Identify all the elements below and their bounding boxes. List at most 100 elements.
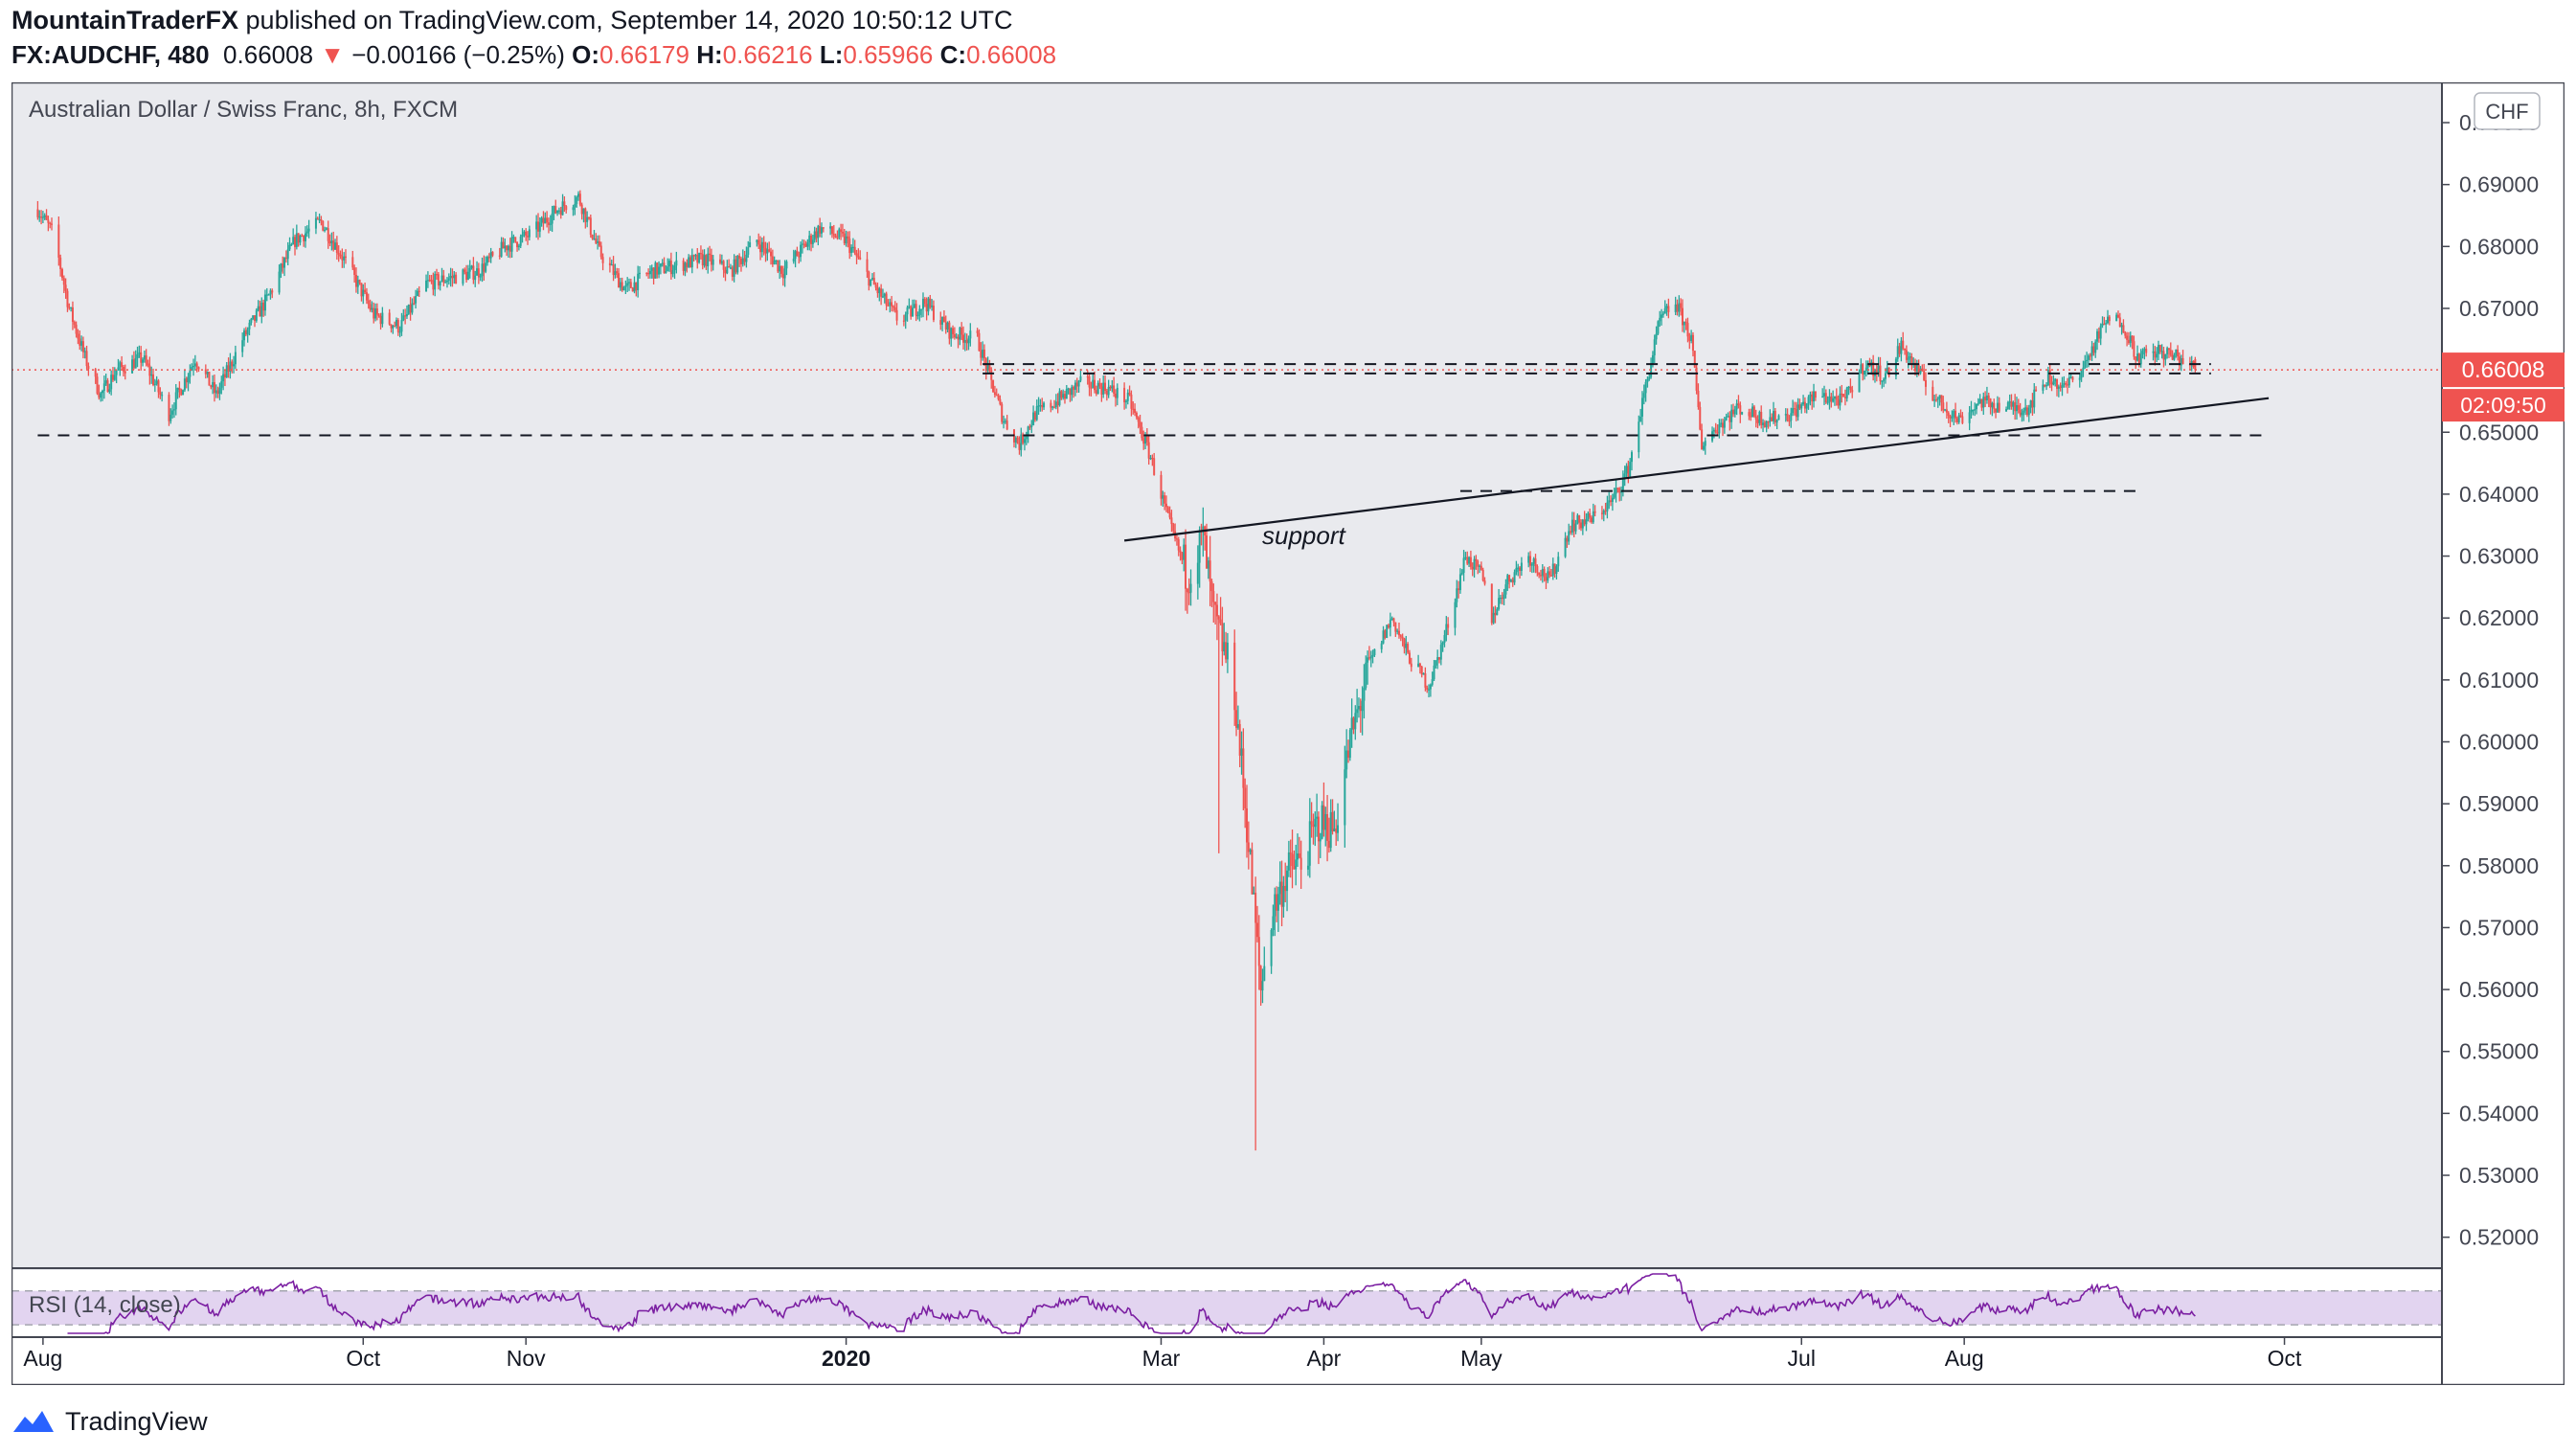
candle-body: [1955, 410, 1957, 419]
candle-body: [920, 308, 923, 310]
candle-body: [229, 361, 232, 372]
price-tick-label: 0.68000: [2459, 234, 2539, 259]
candle-body: [720, 261, 723, 263]
chart-frame[interactable]: 0.700000.690000.680000.670000.660000.650…: [11, 81, 2565, 1386]
candle-body: [912, 307, 915, 317]
candle-body: [43, 215, 46, 217]
candle-body: [1287, 852, 1290, 871]
candle-body: [2052, 381, 2055, 385]
candle-body: [1098, 382, 1101, 387]
candle-body: [2065, 382, 2068, 385]
time-tick-label: Jul: [1788, 1346, 1816, 1371]
candle-body: [608, 262, 611, 265]
candle-body: [798, 256, 801, 258]
candle-body: [51, 223, 54, 225]
candle-body: [848, 239, 851, 254]
candle-body: [986, 363, 989, 372]
last-price: 0.66008: [223, 40, 314, 69]
candle-body: [2162, 351, 2165, 360]
candle-body: [1830, 396, 1833, 402]
candle-body: [1771, 417, 1774, 421]
candle-body: [925, 304, 928, 312]
candle-body: [559, 210, 562, 216]
candle-body: [483, 263, 486, 272]
candle-body: [1985, 395, 1988, 400]
candle-body: [1297, 853, 1299, 860]
candle-body: [1344, 769, 1346, 826]
candle-body: [1274, 894, 1277, 917]
candle-body: [1984, 397, 1987, 400]
candle-body: [1090, 387, 1093, 389]
candle-body: [1390, 618, 1393, 621]
candle-body: [2015, 405, 2018, 412]
currency-badge[interactable]: CHF: [2474, 92, 2541, 130]
candle-body: [1547, 571, 1549, 581]
candle-body: [290, 243, 293, 246]
price-tick-label: 0.54000: [2459, 1101, 2539, 1125]
rsi-pane[interactable]: [11, 1273, 2442, 1334]
candle-body: [1949, 416, 1952, 419]
candle-body: [1722, 422, 1725, 428]
candle-body: [465, 271, 468, 281]
candle-body: [2090, 346, 2093, 356]
candle-body: [1039, 404, 1042, 407]
candle-body: [1702, 445, 1705, 450]
tradingview-logo-icon: [13, 1411, 54, 1432]
candle-body: [1534, 558, 1537, 567]
candle-body: [667, 266, 669, 272]
candle-body: [760, 241, 763, 253]
candle-body: [514, 237, 517, 242]
candle-body: [1499, 597, 1502, 600]
candle-body: [1401, 636, 1404, 639]
candle-body: [561, 201, 564, 216]
candle-body: [1754, 416, 1757, 420]
candle-body: [477, 268, 480, 278]
candle-body: [1247, 842, 1250, 852]
candle-body: [1151, 457, 1154, 460]
candle-body: [1492, 612, 1495, 624]
candle-body: [360, 283, 363, 297]
candle-body: [283, 258, 286, 268]
candle-body: [1187, 592, 1190, 594]
footer-brand[interactable]: TradingView: [65, 1406, 208, 1436]
candle-body: [1056, 401, 1059, 406]
candle-body: [1357, 706, 1360, 710]
candle-body: [1480, 565, 1482, 570]
author-name[interactable]: MountainTraderFX: [11, 6, 239, 34]
candle-body: [2027, 407, 2030, 416]
candle-body: [1627, 466, 1630, 477]
close-value: 0.66008: [966, 40, 1057, 69]
candle-body: [589, 217, 592, 236]
price-tick-label: 0.69000: [2459, 172, 2539, 197]
candle-body: [470, 265, 473, 268]
candle-body: [808, 235, 811, 243]
candle-body: [498, 255, 501, 257]
candle-body: [1062, 394, 1065, 398]
candle-body: [1410, 663, 1412, 668]
candle-body: [102, 383, 105, 392]
candle-body: [1809, 394, 1812, 398]
candle-body: [1198, 530, 1201, 563]
candle-body: [616, 271, 619, 274]
candle-body: [337, 253, 340, 255]
candle-body: [244, 330, 247, 335]
candle-body: [1824, 393, 1827, 403]
candle-body: [1255, 922, 1258, 938]
candle-body: [1420, 666, 1423, 675]
time-tick-label: Apr: [1307, 1346, 1342, 1371]
candle-body: [1246, 807, 1249, 843]
candle-body: [1142, 438, 1145, 444]
candle-body: [843, 233, 846, 244]
candle-body: [895, 309, 898, 321]
candle-body: [661, 262, 664, 264]
candle-body: [243, 330, 246, 341]
candle-body: [87, 366, 90, 370]
candle-body: [955, 336, 958, 338]
candle-body: [1033, 412, 1036, 420]
candle-body: [1408, 652, 1411, 664]
time-tick-label: Aug: [23, 1346, 62, 1371]
support-trendline[interactable]: [1123, 397, 2270, 542]
price-chart[interactable]: 0.700000.690000.680000.670000.660000.650…: [11, 81, 2565, 1386]
candle-body: [2008, 401, 2011, 403]
price-axis-bg[interactable]: [2442, 82, 2565, 1385]
